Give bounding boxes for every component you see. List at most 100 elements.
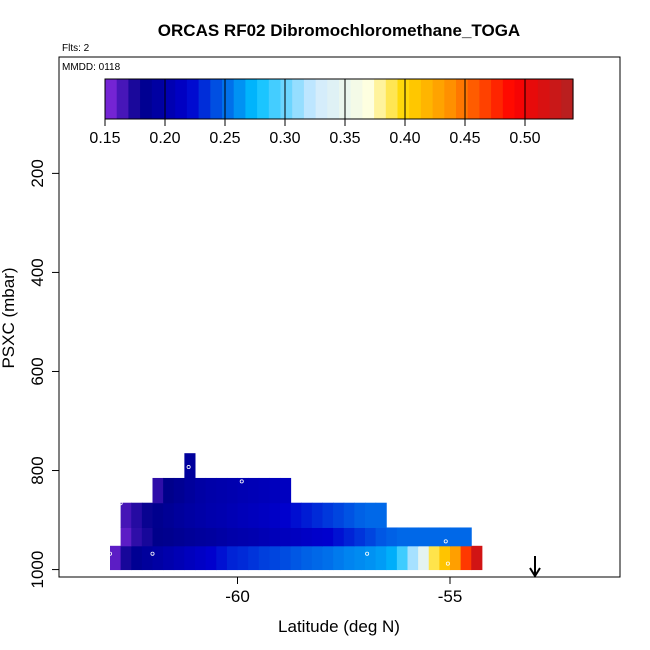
- heatmap-cell: [248, 477, 260, 504]
- heatmap-cell: [152, 477, 164, 504]
- heatmap-cell: [428, 527, 440, 547]
- heatmap-cell: [248, 545, 260, 571]
- heatmap-cell: [343, 527, 355, 547]
- colorbar-segment: [175, 79, 188, 119]
- heatmap-cell: [131, 545, 143, 571]
- heatmap-cell: [258, 545, 270, 571]
- colorbar-segment: [268, 79, 282, 119]
- heatmap-cell: [173, 527, 185, 547]
- colorbar-segment: [151, 79, 165, 119]
- heatmap-cell: [343, 545, 355, 571]
- sample-point: [150, 551, 155, 556]
- heatmap-cell: [301, 545, 313, 571]
- heatmap-cell: [141, 502, 153, 528]
- heatmap-cell: [322, 502, 334, 528]
- heatmap-cell: [354, 502, 366, 528]
- heatmap-cell: [152, 502, 164, 528]
- heatmap-cell: [418, 527, 430, 547]
- colorbar-segment: [128, 79, 141, 119]
- y-tick-label: 600: [28, 357, 47, 385]
- heatmap-cell: [184, 502, 196, 528]
- colorbar-segment: [140, 79, 153, 119]
- colorbar-segment: [350, 79, 363, 119]
- heatmap-cell: [173, 502, 185, 528]
- heatmap-cell: [450, 545, 462, 571]
- colorbar-segment: [409, 79, 422, 119]
- colorbar-segment: [280, 79, 293, 119]
- heatmap-cell: [237, 477, 249, 504]
- heatmap-cell: [396, 545, 408, 571]
- heatmap-cell: [152, 527, 164, 547]
- heatmap-cell: [248, 502, 260, 528]
- heatmap-cell: [439, 545, 451, 571]
- heatmap-cell: [184, 477, 196, 504]
- colorbar-segment: [116, 79, 129, 119]
- heatmap-cell: [460, 527, 472, 547]
- heatmap-cell: [184, 545, 196, 571]
- colorbar-segment: [385, 79, 399, 119]
- heatmap-cell: [375, 545, 387, 571]
- heatmap-cell: [269, 545, 281, 571]
- heatmap-cell: [333, 502, 345, 528]
- heatmap-cell: [439, 527, 451, 547]
- heatmap-cell: [226, 502, 238, 528]
- heatmap-cell: [428, 545, 440, 571]
- colorbar-segment: [198, 79, 211, 119]
- colorbar-segment: [537, 79, 551, 119]
- colorbar-segment: [186, 79, 200, 119]
- heatmap-cell: [120, 545, 132, 571]
- colorbar-segment: [315, 79, 328, 119]
- heatmap-cell: [311, 502, 323, 528]
- colorbar-segment: [526, 79, 539, 119]
- heatmap-cell: [333, 545, 345, 571]
- y-tick-label: 200: [28, 159, 47, 187]
- y-tick-label: 400: [28, 258, 47, 286]
- y-tick-label: 800: [28, 456, 47, 484]
- heatmap-cell: [248, 527, 260, 547]
- heatmap-cell: [173, 477, 185, 504]
- heatmap-cell: [173, 545, 185, 571]
- heatmap-cell: [195, 477, 207, 504]
- colorbar-segment: [327, 79, 340, 119]
- heatmap-cell: [216, 545, 228, 571]
- heatmap-cell: [460, 545, 472, 571]
- heatmap-cell: [311, 527, 323, 547]
- heatmap-cell: [290, 545, 302, 571]
- heatmap-cell: [290, 527, 302, 547]
- heatmap-cell: [290, 502, 302, 528]
- heatmap-cell: [375, 527, 387, 547]
- heatmap-cell: [365, 527, 377, 547]
- x-tick-label: -60: [225, 587, 250, 606]
- heatmap-cell: [163, 502, 175, 528]
- sample-point: [118, 501, 123, 506]
- colorbar-segment: [502, 79, 516, 119]
- heatmap-cell: [195, 502, 207, 528]
- colorbar-segment: [374, 79, 387, 119]
- colorbar-segment: [222, 79, 235, 119]
- heatmap-cell: [471, 545, 483, 571]
- heatmap-cell: [396, 527, 408, 547]
- colorbar-tick-label: 0.40: [389, 130, 420, 147]
- heatmap-cell: [163, 545, 175, 571]
- heatmap-cell: [205, 477, 217, 504]
- colorbar-segment: [362, 79, 375, 119]
- colorbar-segment: [233, 79, 246, 119]
- heatmap-cell: [269, 527, 281, 547]
- heatmap-cell: [354, 545, 366, 571]
- colorbar-segment: [420, 79, 434, 119]
- colorbar-segment: [456, 79, 469, 119]
- heatmap-cell: [131, 527, 143, 547]
- colorbar-tick-label: 0.15: [89, 130, 120, 147]
- colorbar-segment: [514, 79, 527, 119]
- heatmap-cell: [195, 527, 207, 547]
- colorbar-segment: [561, 79, 574, 119]
- colorbar-segment: [479, 79, 492, 119]
- colorbar-segment: [432, 79, 445, 119]
- heatmap-cell: [141, 527, 153, 547]
- colorbar-tick-label: 0.20: [149, 130, 180, 147]
- heatmap-cell: [120, 527, 132, 547]
- y-axis-title: PSXC (mbar): [0, 267, 18, 368]
- colorbar-segment: [163, 79, 176, 119]
- heatmap-cell: [311, 545, 323, 571]
